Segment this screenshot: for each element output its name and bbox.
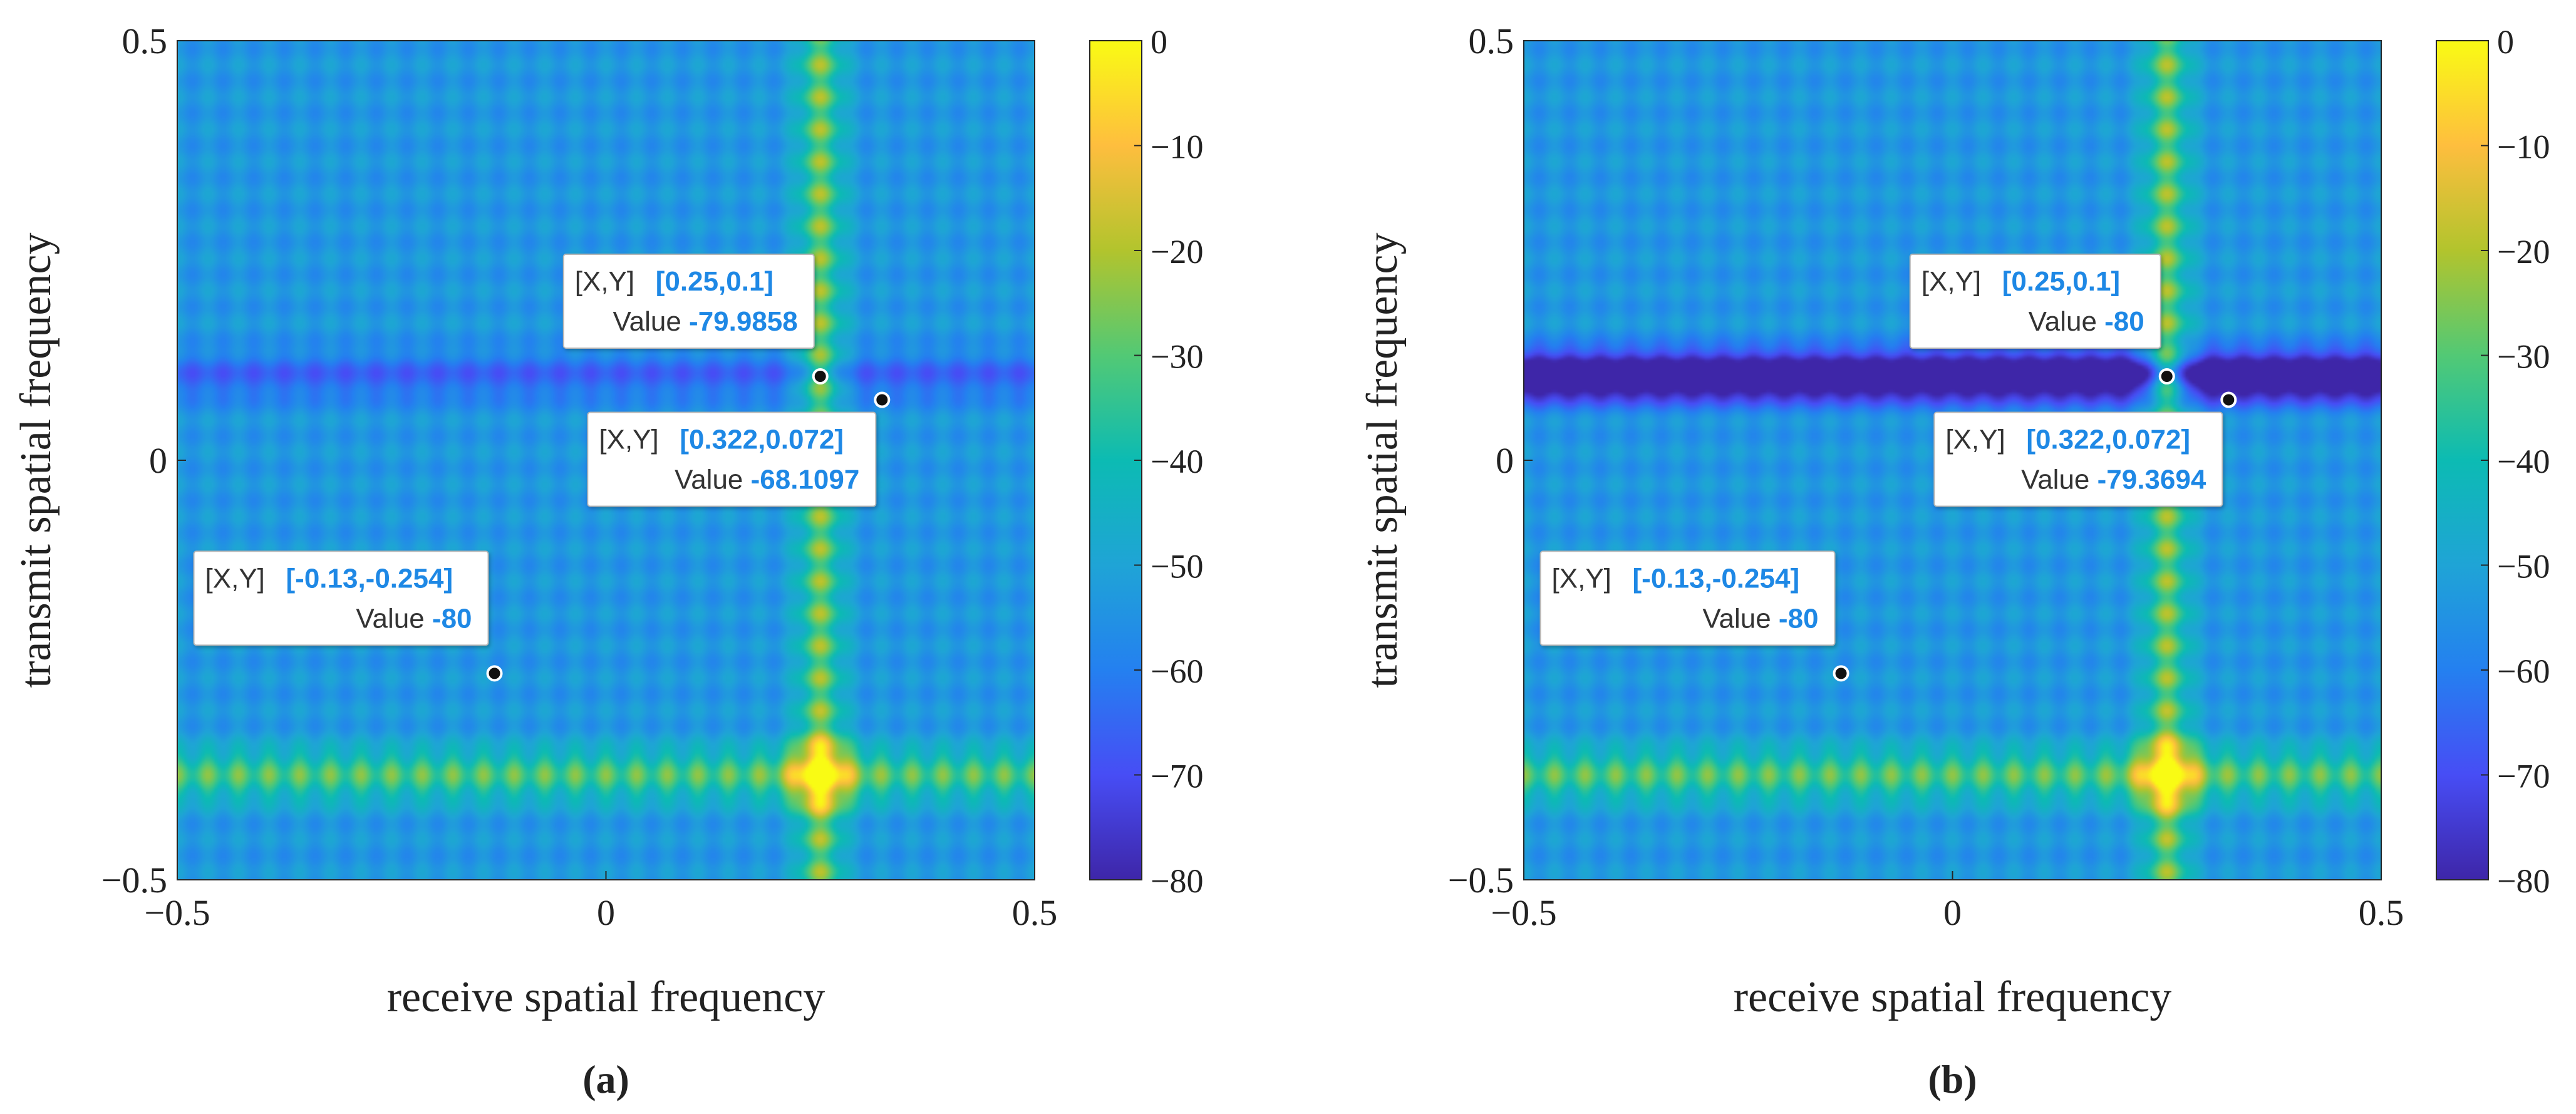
datatip-box[interactable] xyxy=(1909,254,2161,349)
x-tick-label: −0.5 xyxy=(144,892,210,933)
colorbar-tick-label: −30 xyxy=(1151,338,1203,376)
colorbar-tick-label: −80 xyxy=(1151,862,1203,900)
datatip-marker[interactable] xyxy=(2220,391,2237,408)
y-tick-label: 0 xyxy=(1496,440,1514,481)
datatip-value: -80 xyxy=(2104,306,2144,337)
x-tick-label: −0.5 xyxy=(1491,892,1556,933)
datatip-box[interactable] xyxy=(193,550,489,646)
x-tick-label: 0 xyxy=(597,892,615,933)
colorbar xyxy=(1089,40,1142,880)
colorbar xyxy=(2436,40,2489,880)
datatip-marker[interactable] xyxy=(874,391,891,408)
colorbar-tick-label: −80 xyxy=(2497,862,2550,900)
colorbar-tick-label: −10 xyxy=(2497,128,2550,166)
datatip-box[interactable] xyxy=(587,411,877,507)
datatip-value: -80 xyxy=(432,603,472,634)
datatip-xy-value: [0.322,0.072] xyxy=(680,425,844,455)
datatip-value-label: Value -80 xyxy=(356,603,472,634)
x-tick-label: 0 xyxy=(1943,892,1962,933)
colorbar-tick-label: −50 xyxy=(1151,548,1203,585)
colorbar-tick-label: −20 xyxy=(1151,233,1203,271)
colorbar-tick-label: 0 xyxy=(2497,23,2514,61)
y-tick-label: −0.5 xyxy=(1448,860,1514,900)
datatip-value-caption: Value xyxy=(2029,306,2105,337)
y-tick-label: 0.5 xyxy=(122,21,168,61)
datatip[interactable]: [X,Y] [0.322,0.072] Value -68.1097 xyxy=(587,391,891,507)
datatip[interactable]: [X,Y] [-0.13,-0.254] Value -80 xyxy=(1539,550,1849,682)
panel-label: (b) xyxy=(1928,1057,1977,1101)
datatip-value-caption: Value xyxy=(2021,465,2098,495)
y-axis-label: transmit spatial frequency xyxy=(1358,233,1407,688)
datatip-box[interactable] xyxy=(1539,550,1836,646)
datatip-marker[interactable] xyxy=(1833,665,1849,682)
datatip-value-caption: Value xyxy=(356,603,432,634)
x-tick-label: 0.5 xyxy=(1012,892,1058,933)
y-tick-label: 0 xyxy=(149,440,167,481)
colorbar-tick-label: −30 xyxy=(2497,338,2550,376)
datatip-marker[interactable] xyxy=(486,665,503,682)
datatip-marker[interactable] xyxy=(812,368,829,384)
x-tick-label: 0.5 xyxy=(2359,892,2404,933)
datatip[interactable]: [X,Y] [0.25,0.1] Value -80 xyxy=(1909,254,2175,384)
panel-label: (a) xyxy=(582,1057,629,1101)
datatip-xy-label: [X,Y] xyxy=(575,266,634,297)
datatip-value: -80 xyxy=(1779,603,1819,634)
datatip-xy-value: [0.322,0.072] xyxy=(2026,425,2190,455)
datatip-value: -79.9858 xyxy=(689,306,798,337)
datatip-value-label: Value -79.3694 xyxy=(2021,465,2206,495)
datatip[interactable]: [X,Y] [0.322,0.072] Value -79.3694 xyxy=(1933,391,2237,507)
colorbar-tick-label: −60 xyxy=(1151,652,1203,690)
colorbar-tick-label: −40 xyxy=(1151,443,1203,480)
datatip-xy-value: [0.25,0.1] xyxy=(2002,266,2120,297)
y-axis-label: transmit spatial frequency xyxy=(12,233,60,688)
x-axis-label: receive spatial frequency xyxy=(387,973,825,1021)
datatip-box[interactable] xyxy=(1933,411,2223,507)
datatip-xy-label: [X,Y] xyxy=(599,425,658,455)
datatip-value: -68.1097 xyxy=(751,465,860,495)
datatip-xy-label: [X,Y] xyxy=(205,563,265,594)
datatip-xy-label: [X,Y] xyxy=(1945,425,2005,455)
colorbar-tick-label: −70 xyxy=(2497,758,2550,795)
datatip-marker[interactable] xyxy=(2158,368,2175,384)
datatip-value: -79.3694 xyxy=(2098,465,2206,495)
colorbar-tick-label: −50 xyxy=(2497,548,2550,585)
panel-b: −0.5 0 0.5 0.5 0 −0.5 receive spatial frequenc… xyxy=(1358,21,2550,1101)
colorbar-tick-label: −10 xyxy=(1151,128,1203,166)
colorbar-tick-label: −70 xyxy=(1151,758,1203,795)
datatip-value-caption: Value xyxy=(1702,603,1779,634)
datatip-xy-label: [X,Y] xyxy=(1922,266,1981,297)
datatip-value-label: Value -68.1097 xyxy=(675,465,859,495)
datatip-value-label: Value -80 xyxy=(2029,306,2144,337)
datatip-value-caption: Value xyxy=(675,465,751,495)
datatip-xy-value: [0.25,0.1] xyxy=(656,266,773,297)
panel-a: −0.5 0 0.5 0.5 0 −0.5 receive spatial frequenc… xyxy=(12,21,1203,1101)
colorbar-tick-label: −40 xyxy=(2497,443,2550,480)
colorbar-tick-label: −20 xyxy=(2497,233,2550,271)
datatip-box[interactable] xyxy=(562,254,815,349)
datatip-value-label: Value -79.9858 xyxy=(613,306,798,337)
datatip[interactable]: [X,Y] [0.25,0.1] Value -79.9858 xyxy=(562,254,829,384)
x-axis-label: receive spatial frequency xyxy=(1734,973,2172,1021)
datatip-value-caption: Value xyxy=(613,306,690,337)
colorbar-tick-label: −60 xyxy=(2497,652,2550,690)
y-tick-label: 0.5 xyxy=(1469,21,1514,61)
datatip[interactable]: [X,Y] [-0.13,-0.254] Value -80 xyxy=(193,550,503,682)
y-tick-label: −0.5 xyxy=(101,860,167,900)
colorbar-tick-label: 0 xyxy=(1151,23,1167,61)
datatip-value-label: Value -80 xyxy=(1702,603,1818,634)
datatip-xy-value: [-0.13,-0.254] xyxy=(286,563,453,594)
datatip-xy-value: [-0.13,-0.254] xyxy=(1633,563,1800,594)
datatip-xy-label: [X,Y] xyxy=(1552,563,1611,594)
